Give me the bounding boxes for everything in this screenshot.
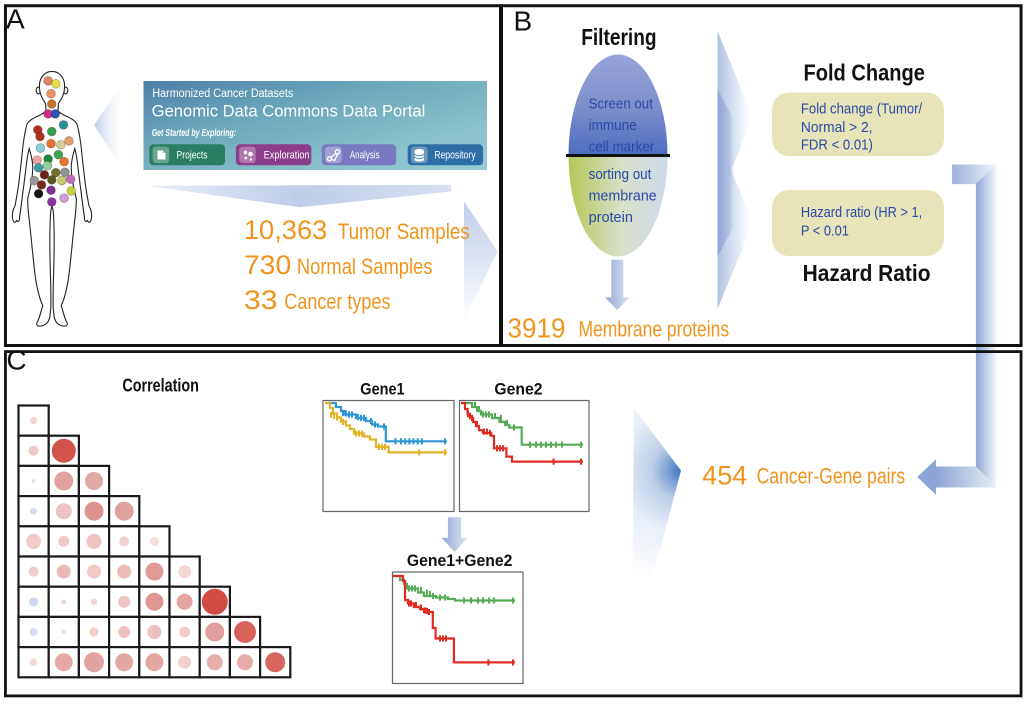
svg-text:Gene2: Gene2 bbox=[494, 379, 542, 398]
svg-text:Harmonized Cancer Datasets: Harmonized Cancer Datasets bbox=[152, 88, 293, 100]
svg-text:Exploration: Exploration bbox=[264, 149, 310, 161]
svg-text:454: 454 bbox=[702, 460, 747, 490]
svg-text:Projects: Projects bbox=[177, 149, 208, 161]
svg-text:3919: 3919 bbox=[508, 313, 566, 344]
svg-text:Normal > 2,: Normal > 2, bbox=[801, 119, 873, 136]
svg-text:33: 33 bbox=[244, 285, 278, 315]
svg-text:Cancer-Gene pairs: Cancer-Gene pairs bbox=[757, 463, 906, 488]
svg-text:Tumor Samples: Tumor Samples bbox=[338, 219, 470, 244]
svg-text:Analysis: Analysis bbox=[350, 149, 380, 161]
svg-text:A: A bbox=[6, 3, 25, 34]
svg-text:10,363: 10,363 bbox=[244, 215, 327, 245]
svg-text:cell marker: cell marker bbox=[589, 138, 655, 155]
svg-text:Gene1+Gene2: Gene1+Gene2 bbox=[407, 551, 513, 570]
svg-text:Hazard ratio (HR > 1,: Hazard ratio (HR > 1, bbox=[801, 204, 922, 221]
svg-text:Repository: Repository bbox=[434, 149, 476, 161]
svg-text:Genomic Data Commons Data Port: Genomic Data Commons Data Portal bbox=[152, 102, 426, 120]
svg-text:immune: immune bbox=[589, 117, 637, 134]
svg-text:730: 730 bbox=[244, 250, 291, 280]
svg-text:Cancer types: Cancer types bbox=[284, 289, 390, 314]
svg-text:B: B bbox=[514, 5, 533, 36]
svg-text:Screen out: Screen out bbox=[589, 96, 654, 113]
svg-text:Filtering: Filtering bbox=[581, 24, 656, 50]
svg-text:Correlation: Correlation bbox=[122, 376, 198, 396]
svg-text:Normal Samples: Normal Samples bbox=[297, 254, 433, 279]
svg-text:Membrane proteins: Membrane proteins bbox=[579, 317, 730, 342]
svg-text:Get Started by Exploring:: Get Started by Exploring: bbox=[152, 128, 236, 139]
svg-text:Fold change (Tumor/: Fold change (Tumor/ bbox=[801, 100, 923, 117]
svg-text:C: C bbox=[6, 345, 26, 376]
svg-text:Gene1: Gene1 bbox=[360, 379, 404, 398]
svg-text:membrane: membrane bbox=[589, 187, 657, 204]
svg-text:FDR < 0.01): FDR < 0.01) bbox=[801, 137, 873, 154]
svg-text:Fold Change: Fold Change bbox=[804, 60, 925, 86]
svg-text:P < 0.01: P < 0.01 bbox=[801, 222, 849, 239]
svg-text:sorting out: sorting out bbox=[589, 166, 653, 183]
svg-text:Hazard Ratio: Hazard Ratio bbox=[803, 260, 931, 286]
svg-text:protein: protein bbox=[589, 209, 633, 226]
